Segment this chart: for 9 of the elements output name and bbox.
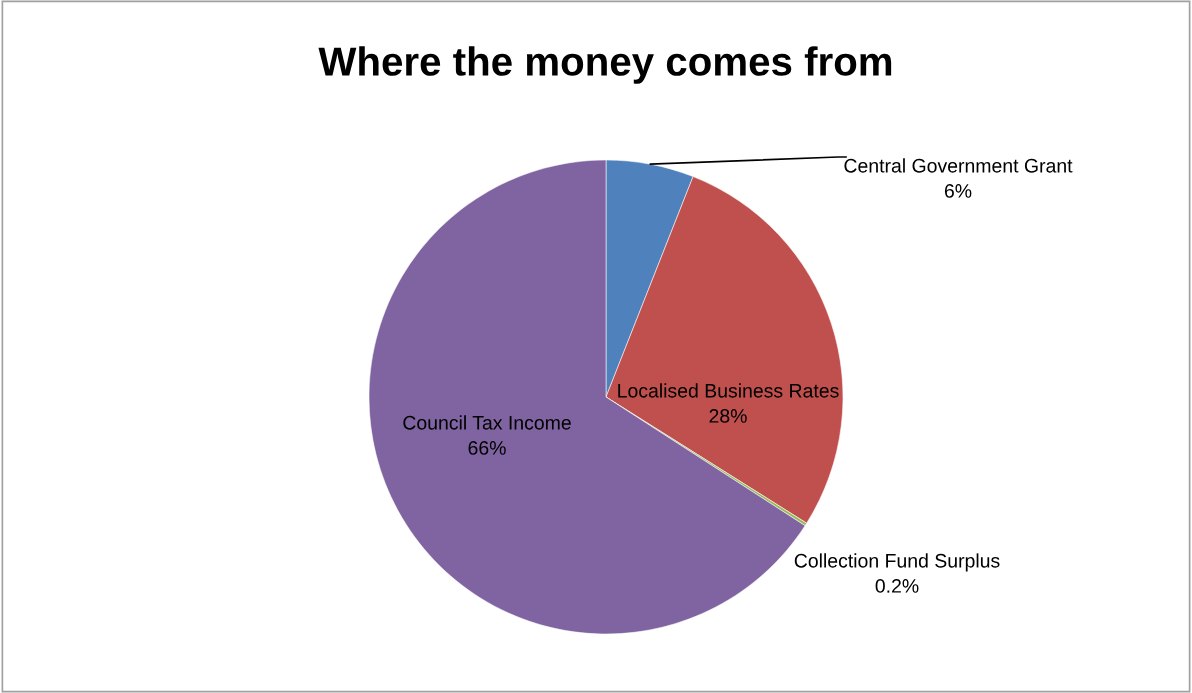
slice-label: Council Tax Income [403,415,571,430]
slice-label: Collection Fund Surplus [794,553,1000,572]
data-label: 28% [709,409,747,423]
data-label: 66% [468,441,506,455]
data-label: 0.2% [875,579,919,593]
slice-label: Central Government Grant [844,158,1073,173]
chart-title: Where the money comes from [318,46,892,84]
slice-label: Localised Business Rates [618,383,839,398]
data-label: 6% [944,184,972,198]
